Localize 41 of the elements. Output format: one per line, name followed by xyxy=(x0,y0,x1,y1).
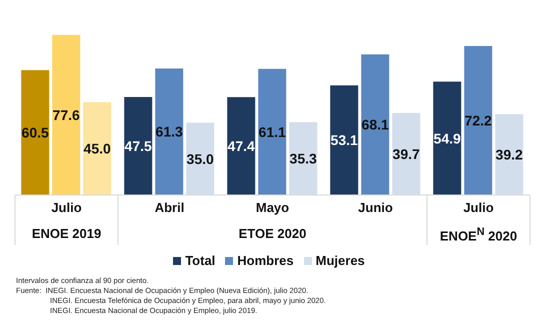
bar xyxy=(83,102,112,195)
data-label: 60.5 xyxy=(22,124,50,141)
data-label: 53.1 xyxy=(330,132,358,148)
data-label: 61.1 xyxy=(258,124,286,140)
data-label: 47.4 xyxy=(228,138,256,154)
legend-label: Hombres xyxy=(236,253,294,268)
bar xyxy=(227,97,256,195)
data-label: 35.3 xyxy=(290,150,318,167)
bar xyxy=(124,96,152,195)
data-label: 39.2 xyxy=(496,146,524,163)
bar xyxy=(495,114,524,195)
bar xyxy=(330,85,358,195)
legend-label: Total xyxy=(184,253,216,268)
bar xyxy=(155,68,184,195)
bar xyxy=(361,54,390,195)
text: ENOE 2019 xyxy=(30,226,102,241)
x-tick-label: Junio xyxy=(358,200,393,216)
x-tick-label: Mayo xyxy=(256,200,290,216)
x-tick-label: Abril xyxy=(154,200,184,216)
bar xyxy=(289,122,318,195)
bar xyxy=(464,46,492,195)
data-label: 47.5 xyxy=(124,138,152,154)
bar xyxy=(433,82,462,195)
data-label: 61.3 xyxy=(156,124,184,140)
bar xyxy=(186,122,214,195)
bar xyxy=(21,70,50,195)
legend-label: Mujeres xyxy=(314,253,365,268)
data-label: 54.9 xyxy=(434,130,462,146)
text: ENOE$^{N}$ 2020 xyxy=(438,226,518,244)
bar xyxy=(258,68,286,195)
bar xyxy=(52,34,80,195)
data-label: 72.2 xyxy=(464,112,492,128)
x-tick-label: Julio xyxy=(51,200,82,216)
bar xyxy=(392,113,420,195)
text: ETOE 2020 xyxy=(238,226,308,241)
data-label: 45.0 xyxy=(84,140,112,157)
data-label: 35.0 xyxy=(186,150,214,167)
data-label: 39.7 xyxy=(392,146,420,162)
data-label: 77.6 xyxy=(52,106,80,123)
x-tick-label: Julio xyxy=(463,200,494,216)
data-label: 68.1 xyxy=(362,116,390,133)
